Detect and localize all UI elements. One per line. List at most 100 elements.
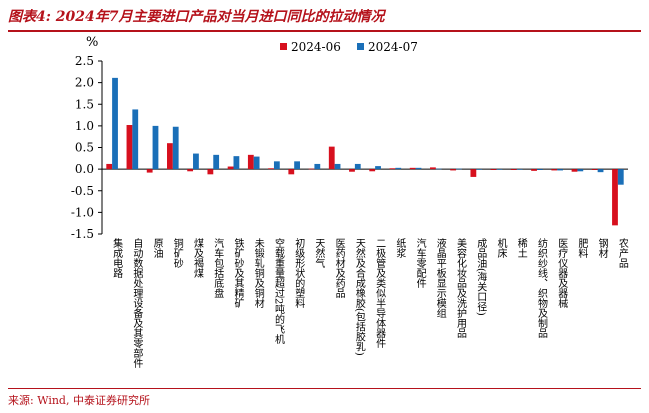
- bar-2024-06-16: [430, 167, 436, 170]
- y-tick-label: 0.0: [75, 162, 94, 176]
- y-tick-label: -1.5: [71, 227, 94, 241]
- bar-2024-07-13: [375, 166, 381, 170]
- category-label-11: 医药材及药品: [333, 238, 345, 299]
- category-label-15: 汽车零配件: [414, 237, 426, 289]
- bar-2024-06-19: [490, 169, 497, 170]
- bar-2024-07-5: [213, 154, 220, 170]
- y-tick-label: 2.5: [75, 54, 94, 68]
- bar-2024-06-9: [288, 169, 295, 175]
- bar-2024-07-1: [132, 109, 139, 170]
- y-tick-label: -1.0: [71, 205, 94, 219]
- bar-2024-07-0: [112, 77, 118, 170]
- bar-2024-06-4: [187, 169, 194, 172]
- bar-2024-06-5: [207, 169, 214, 175]
- bar-2024-06-11: [328, 146, 335, 170]
- category-label-6: 铁矿砂及其精矿: [232, 237, 244, 309]
- bar-2024-07-21: [536, 169, 543, 170]
- bar-2024-06-23: [571, 169, 578, 172]
- category-label-7: 未锻轧铜及铜材: [252, 238, 264, 308]
- source-note: 来源: Wind, 中泰证券研究所: [8, 394, 150, 407]
- y-tick-label: -0.5: [71, 184, 94, 198]
- legend-label-2024-07: 2024-07: [368, 40, 418, 54]
- bar-2024-07-17: [456, 168, 462, 170]
- category-label-20: 稀土: [515, 237, 527, 258]
- axes-group: -1.5 -1.0 -0.5 0.0 0.5 1.0 1.5 2.0 2.5: [71, 54, 628, 241]
- bar-2024-06-24: [591, 169, 598, 170]
- bar-2024-07-16: [435, 168, 442, 170]
- bar-2024-06-20: [510, 169, 517, 170]
- category-label-14: 纸浆: [394, 237, 406, 258]
- bar-2024-06-1: [126, 125, 133, 170]
- legend-swatch-2024-06: [280, 43, 287, 50]
- bar-2024-06-12: [349, 169, 355, 172]
- category-label-23: 肥料: [576, 238, 588, 259]
- category-label-1: 自动数据处理设备及其零部件: [131, 237, 143, 369]
- legend: 2024-06 2024-07: [280, 40, 418, 54]
- bar-2024-07-9: [294, 161, 300, 170]
- bar-2024-06-2: [146, 169, 153, 173]
- legend-label-2024-06: 2024-06: [291, 40, 341, 54]
- bar-2024-07-10: [314, 163, 321, 170]
- category-label-8: 空载重量超过2吨的飞机: [272, 237, 284, 345]
- category-label-13: 二极管及类似半导体器件: [374, 238, 386, 349]
- category-label-5: 汽车包括底盘: [212, 237, 224, 298]
- bar-2024-06-22: [551, 169, 558, 171]
- bar-2024-06-8: [268, 168, 274, 170]
- bar-2024-07-8: [273, 161, 280, 170]
- bar-2024-06-25: [612, 169, 618, 226]
- y-tick-label: 2.0: [75, 76, 94, 90]
- bar-2024-07-25: [617, 169, 624, 185]
- bar-2024-07-6: [233, 156, 240, 170]
- category-label-16: 液晶平板显示模组: [434, 237, 446, 318]
- y-axis-unit-label: %: [86, 35, 98, 50]
- category-label-19: 机床: [495, 237, 507, 259]
- category-label-17: 美容化妆品及洗护用品: [455, 237, 467, 339]
- bar-2024-07-20: [516, 169, 523, 170]
- category-label-0: 集成电路: [111, 237, 123, 279]
- bar-2024-07-24: [597, 169, 604, 173]
- bar-2024-06-3: [167, 143, 173, 170]
- bar-2024-07-18: [476, 169, 483, 170]
- legend-swatch-2024-07: [357, 43, 364, 50]
- category-label-12: 天然及合成橡胶(包括胶乳): [353, 238, 365, 356]
- bar-2024-06-6: [227, 166, 234, 170]
- category-label-9: 初级形状的塑料: [293, 237, 305, 309]
- bar-2024-07-3: [172, 126, 179, 170]
- category-label-2: 原油: [151, 238, 163, 258]
- bar-2024-06-10: [308, 168, 315, 170]
- chart-title: 图表4: 2024年7月主要进口产品对当月进口同比的拉动情况: [8, 9, 385, 25]
- bar-2024-07-2: [152, 125, 159, 170]
- bar-2024-06-18: [470, 169, 477, 177]
- bar-2024-07-12: [354, 163, 361, 170]
- bar-2024-07-14: [395, 167, 402, 170]
- bar-2024-06-0: [106, 163, 113, 170]
- y-tick-label: 1.0: [75, 119, 94, 133]
- bar-2024-06-15: [409, 167, 416, 170]
- bar-2024-07-4: [193, 153, 199, 170]
- title-divider: [8, 30, 641, 32]
- bar-2024-06-21: [531, 169, 537, 171]
- bar-2024-07-23: [577, 169, 584, 172]
- category-labels: 集成电路 自动数据处理设备及其零部件 原油 铜矿砂 煤及褐煤 汽车包括底盘 铁矿砂及其精矿未…: [111, 237, 629, 369]
- category-label-24: 钢材: [596, 237, 608, 258]
- bar-2024-07-19: [496, 169, 503, 170]
- bar-2024-07-11: [334, 163, 341, 170]
- category-label-25: 农产品: [616, 237, 628, 269]
- source-divider: [8, 388, 641, 389]
- bar-2024-06-13: [369, 169, 376, 172]
- bar-2024-07-22: [557, 169, 563, 171]
- category-label-22: 医疗仪器及器械: [556, 238, 568, 309]
- bar-chart: -1.5 -1.0 -0.5 0.0 0.5 1.0 1.5 2.0 2.5 集成电路 自动数据处…: [71, 35, 629, 369]
- bar-2024-07-15: [415, 167, 422, 170]
- category-label-3: 铜矿砂: [171, 238, 183, 269]
- bar-2024-07-7: [253, 156, 260, 170]
- bar-2024-06-17: [450, 169, 457, 171]
- category-label-18: 成品油(海关口径): [475, 238, 487, 316]
- bar-2024-06-14: [389, 168, 396, 170]
- category-label-4: 煤及褐煤: [192, 237, 204, 279]
- y-tick-label: 0.5: [75, 141, 94, 155]
- bars-group: [106, 77, 624, 226]
- category-label-21: 纺织纱线、织物及制品: [535, 237, 547, 339]
- bar-2024-06-7: [247, 154, 254, 170]
- category-label-10: 天然气: [313, 238, 325, 268]
